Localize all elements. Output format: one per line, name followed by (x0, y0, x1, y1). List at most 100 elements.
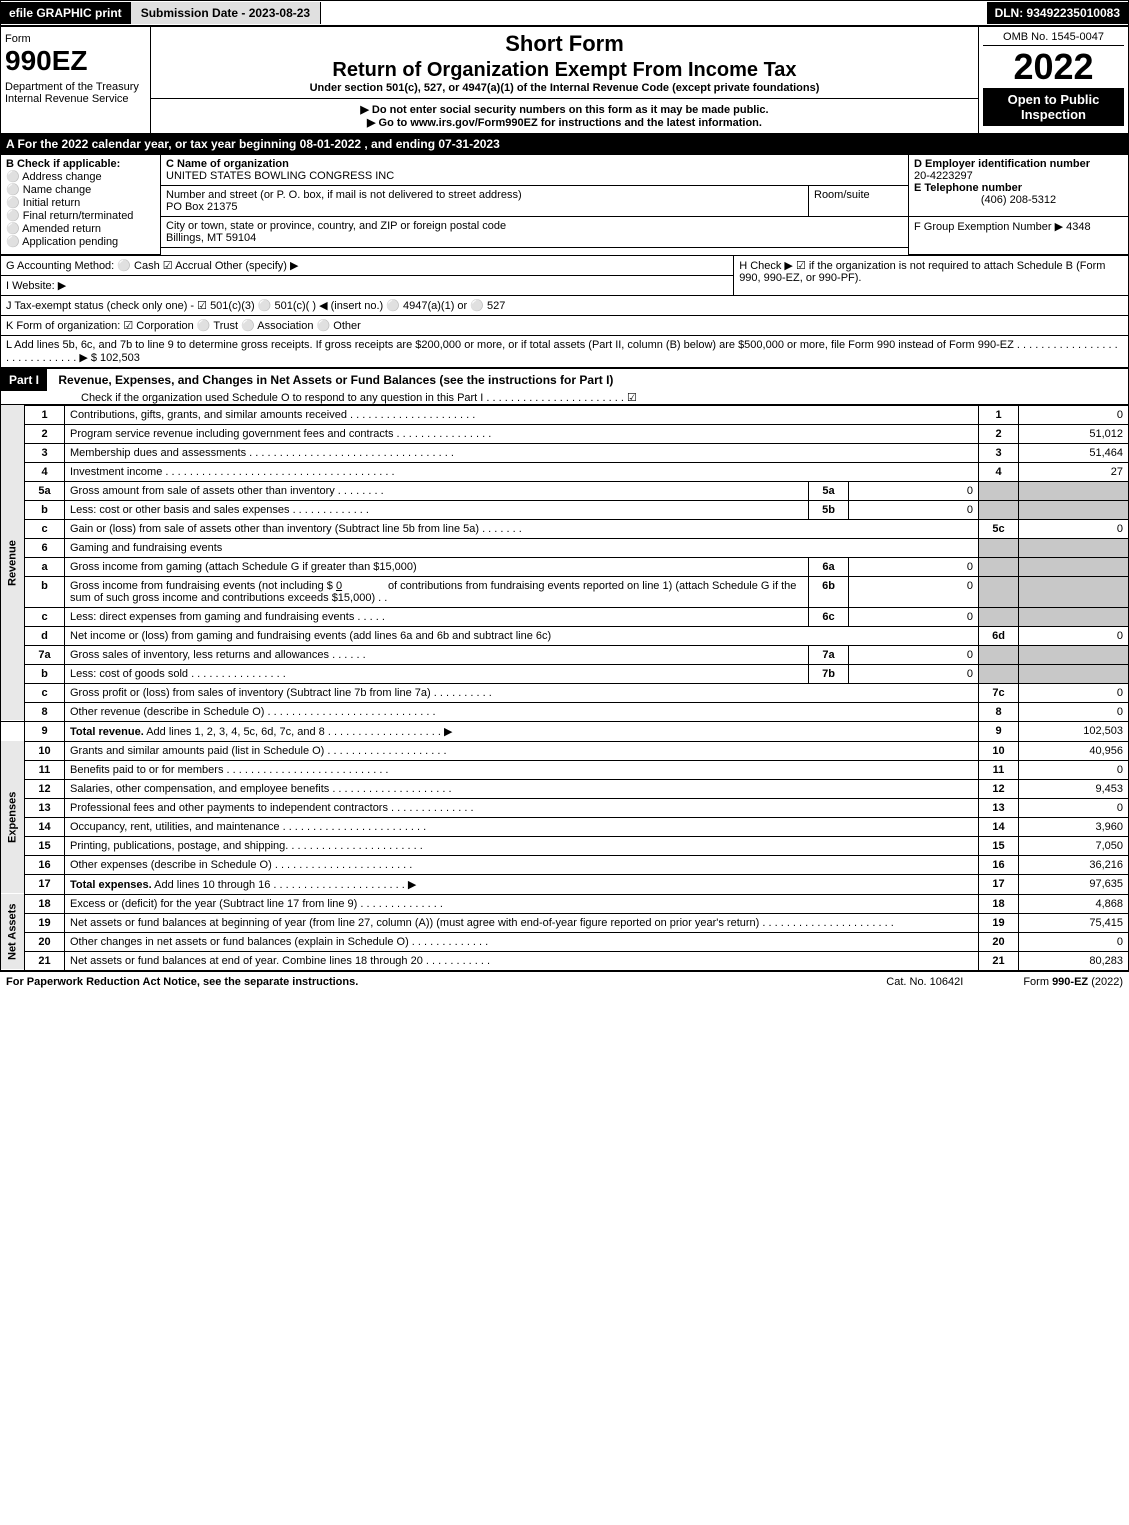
sub-amount: 0 (849, 557, 979, 576)
sub-ref: 7a (809, 645, 849, 664)
shaded-cell (979, 557, 1019, 576)
line-num: c (25, 607, 65, 626)
room-suite-label: Room/suite (809, 186, 909, 217)
part-1-title: Revenue, Expenses, and Changes in Net As… (50, 373, 613, 387)
org-name-label: C Name of organization (166, 158, 903, 170)
shaded-cell (979, 645, 1019, 664)
chk-initial-return[interactable]: ⚪ Initial return (6, 196, 155, 209)
chk-final-return[interactable]: ⚪ Final return/terminated (6, 209, 155, 222)
street-value: PO Box 21375 (166, 201, 803, 213)
line-amount: 0 (1019, 405, 1129, 424)
part-1-check: Check if the organization used Schedule … (1, 391, 1128, 404)
line-ref: 21 (979, 951, 1019, 970)
line-text: Other revenue (describe in Schedule O) .… (65, 702, 979, 721)
line-text: Net assets or fund balances at beginning… (65, 913, 979, 932)
line-amount: 4,868 (1019, 894, 1129, 913)
top-bar: efile GRAPHIC print Submission Date - 20… (0, 0, 1129, 26)
line-text: Less: cost or other basis and sales expe… (65, 500, 809, 519)
sub-amount: 0 (849, 645, 979, 664)
line-amount: 0 (1019, 932, 1129, 951)
part-1-header-row: Part I Revenue, Expenses, and Changes in… (0, 368, 1129, 405)
form-label: Form (5, 33, 31, 45)
sub-ref: 6a (809, 557, 849, 576)
street-label: Number and street (or P. O. box, if mail… (166, 189, 803, 201)
shaded-cell (1019, 607, 1129, 626)
line-text: Other expenses (describe in Schedule O) … (65, 855, 979, 874)
line-text: Membership dues and assessments . . . . … (65, 443, 979, 462)
line-num: 10 (25, 741, 65, 760)
shaded-cell (979, 500, 1019, 519)
part-1-label: Part I (1, 369, 47, 391)
line-text: Excess or (deficit) for the year (Subtra… (65, 894, 979, 913)
line-num: 20 (25, 932, 65, 951)
line-ref: 13 (979, 798, 1019, 817)
line-amount: 80,283 (1019, 951, 1129, 970)
phone-value: (406) 208-5312 (914, 194, 1123, 206)
line-text: Gross income from gaming (attach Schedul… (65, 557, 809, 576)
line-ref: 14 (979, 817, 1019, 836)
chk-amended[interactable]: ⚪ Amended return (6, 222, 155, 235)
form-number: 990EZ (5, 45, 88, 76)
subtitle-1: Under section 501(c), 527, or 4947(a)(1)… (155, 82, 974, 94)
line-num: 4 (25, 462, 65, 481)
omb-number: OMB No. 1545-0047 (983, 31, 1124, 46)
line-text: Gross sales of inventory, less returns a… (65, 645, 809, 664)
line-amount: 0 (1019, 683, 1129, 702)
expenses-section-label: Expenses (1, 741, 25, 894)
line-num: c (25, 519, 65, 538)
line-text: Less: direct expenses from gaming and fu… (65, 607, 809, 626)
line-text: Grants and similar amounts paid (list in… (65, 741, 979, 760)
subtitle-3: ▶ Go to www.irs.gov/Form990EZ for instru… (155, 116, 974, 129)
sub-ref: 5b (809, 500, 849, 519)
open-inspection: Open to Public Inspection (983, 88, 1124, 126)
line-num: 17 (25, 874, 65, 894)
chk-application-pending[interactable]: ⚪ Application pending (6, 235, 155, 248)
section-a-period: A For the 2022 calendar year, or tax yea… (0, 134, 1129, 154)
line-text: Gain or (loss) from sale of assets other… (65, 519, 979, 538)
line-num: 5a (25, 481, 65, 500)
line-amount: 0 (1019, 760, 1129, 779)
efile-label[interactable]: efile GRAPHIC print (1, 2, 130, 24)
line-num: 16 (25, 855, 65, 874)
line-num: 3 (25, 443, 65, 462)
chk-address-change[interactable]: ⚪ Address change (6, 170, 155, 183)
line-text: Total revenue. Add lines 1, 2, 3, 4, 5c,… (65, 721, 979, 741)
line-ref: 1 (979, 405, 1019, 424)
line-ref: 6d (979, 626, 1019, 645)
line-ref: 18 (979, 894, 1019, 913)
line-amount: 102,503 (1019, 721, 1129, 741)
line-text: Gaming and fundraising events (65, 538, 979, 557)
line-ref: 16 (979, 855, 1019, 874)
line-text: Salaries, other compensation, and employ… (65, 779, 979, 798)
form-header: Form 990EZ Department of the TreasuryInt… (0, 26, 1129, 134)
shaded-cell (979, 607, 1019, 626)
city-value: Billings, MT 59104 (166, 232, 903, 244)
shaded-cell (979, 664, 1019, 683)
line-num: 2 (25, 424, 65, 443)
city-label: City or town, state or province, country… (166, 220, 903, 232)
dln-label: DLN: 93492235010083 (987, 2, 1128, 24)
shaded-cell (1019, 576, 1129, 607)
main-lines-table: Revenue 1 Contributions, gifts, grants, … (0, 405, 1129, 971)
sub-ref: 6c (809, 607, 849, 626)
line-text: Net income or (loss) from gaming and fun… (65, 626, 979, 645)
section-h: H Check ▶ ☑ if the organization is not r… (734, 255, 1129, 295)
line-ref: 7c (979, 683, 1019, 702)
line-num: 1 (25, 405, 65, 424)
title-short-form: Short Form (155, 31, 974, 57)
line-amount: 0 (1019, 626, 1129, 645)
info-table: B Check if applicable: ⚪ Address change … (0, 154, 1129, 255)
line-ref: 15 (979, 836, 1019, 855)
line-amount: 0 (1019, 519, 1129, 538)
sub-amount: 0 (849, 664, 979, 683)
line-ref: 17 (979, 874, 1019, 894)
chk-name-change[interactable]: ⚪ Name change (6, 183, 155, 196)
line-amount: 97,635 (1019, 874, 1129, 894)
org-name: UNITED STATES BOWLING CONGRESS INC (166, 170, 903, 182)
line-num: 21 (25, 951, 65, 970)
footer-form-ref: Form 990-EZ (2022) (1023, 976, 1123, 988)
line-num: b (25, 664, 65, 683)
footer-catno: Cat. No. 10642I (886, 976, 963, 988)
line-num: 18 (25, 894, 65, 913)
line-text: Benefits paid to or for members . . . . … (65, 760, 979, 779)
